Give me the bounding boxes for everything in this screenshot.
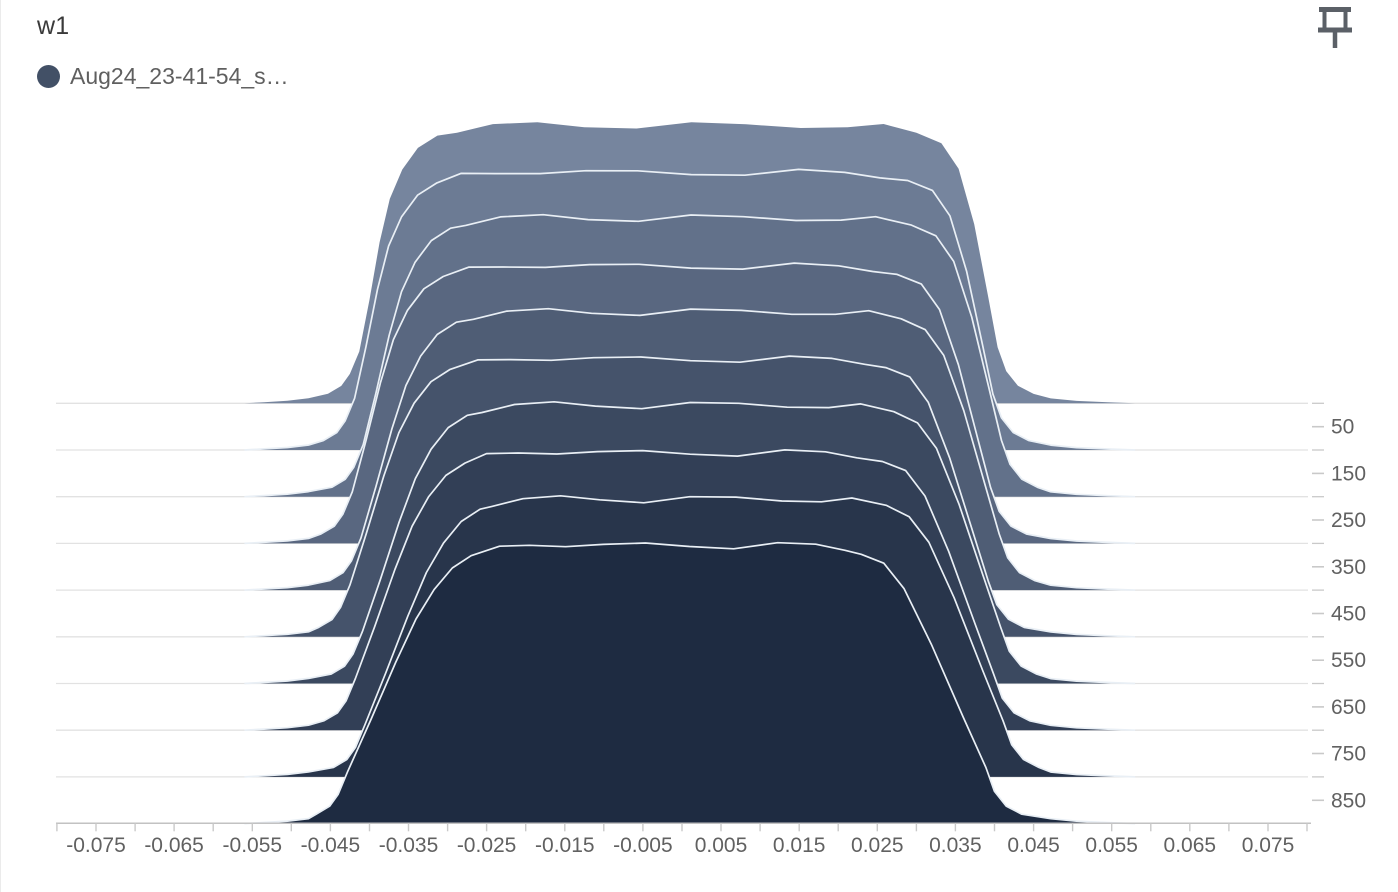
histogram-ridge-outline-step-900 [244, 541, 1136, 825]
step-axis-tick-label: 150 [1331, 462, 1366, 485]
x-axis-tick-label: 0.015 [773, 834, 826, 857]
x-axis-tick-label: -0.045 [301, 834, 361, 857]
x-axis-tick-label: 0.055 [1085, 834, 1138, 857]
card-header: w1 Aug24_23-41-54_s… [37, 12, 289, 90]
x-axis-tick-label: -0.015 [535, 834, 595, 857]
x-axis-tick-label: 0.025 [851, 834, 904, 857]
x-axis-tick-label: 0.075 [1242, 834, 1295, 857]
histogram-ridge-outline-step-200 [244, 213, 1136, 498]
histogram-ridge-outline-step-800 [244, 494, 1136, 778]
x-axis-tick-label: -0.055 [223, 834, 283, 857]
x-axis-tick-label: 0.045 [1007, 834, 1060, 857]
run-label: Aug24_23-41-54_s… [70, 63, 289, 89]
x-axis-tick-label: -0.005 [613, 834, 673, 857]
card-title: w1 [37, 12, 70, 40]
histogram-ridge-outline-step-500 [244, 355, 1136, 638]
histogram-ridge-outline-step-600 [244, 400, 1136, 685]
histogram-ridge-outline-step-300 [244, 262, 1136, 545]
step-axis-tick-label: 450 [1331, 603, 1366, 626]
legend-item: Aug24_23-41-54_s… [37, 63, 289, 90]
x-axis-tick-label: -0.025 [457, 834, 517, 857]
step-axis-tick-label: 250 [1331, 509, 1366, 532]
histogram-ridge-step-900 [244, 542, 1136, 824]
histogram-ridge-outline-step-100 [244, 168, 1136, 451]
run-color-swatch [37, 65, 60, 88]
step-axis-tick-label: 50 [1331, 416, 1354, 439]
push-pin-icon [1318, 7, 1352, 48]
step-axis-tick-label: 550 [1331, 649, 1366, 672]
x-axis-tick-label: -0.075 [66, 834, 126, 857]
step-axis-tick-label: 650 [1331, 696, 1366, 719]
x-axis-tick-label: -0.065 [144, 834, 204, 857]
histogram-ridge-outline-step-400 [244, 307, 1136, 591]
step-axis-tick-label: 750 [1331, 743, 1366, 766]
plot-hover-area[interactable] [56, 110, 1311, 823]
x-axis-tick-label: -0.035 [379, 834, 439, 857]
x-axis-tick-label: 0.035 [929, 834, 982, 857]
step-axis-tick-label: 350 [1331, 556, 1366, 579]
pin-card-button[interactable] [1311, 0, 1359, 50]
histogram-ridge-outline-step-700 [244, 449, 1136, 732]
step-axis-tick-label: 850 [1331, 789, 1366, 812]
x-axis-tick-label: 0.065 [1164, 834, 1217, 857]
x-axis-tick-label: 0.005 [695, 834, 748, 857]
